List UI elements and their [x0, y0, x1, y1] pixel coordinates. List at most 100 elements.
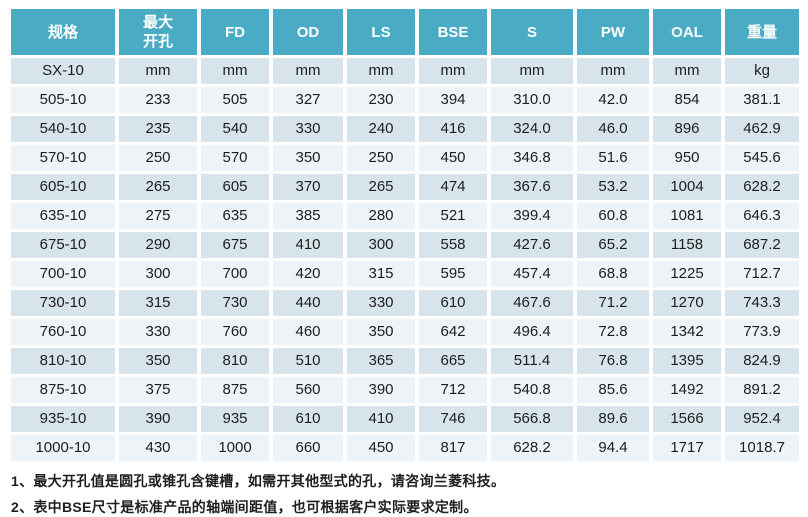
cell: 660 — [273, 435, 343, 461]
table-row: 675-10 290 675 410 300 558 427.6 65.2 1158 687.2 — [11, 232, 799, 258]
cell: mm — [491, 58, 573, 84]
cell: 235 — [119, 116, 197, 142]
cell: 1004 — [653, 174, 721, 200]
cell: 350 — [273, 145, 343, 171]
cell: 250 — [119, 145, 197, 171]
column-header: OAL — [653, 9, 721, 55]
cell: kg — [725, 58, 799, 84]
cell: 875 — [201, 377, 269, 403]
cell: 675-10 — [11, 232, 115, 258]
table-body: SX-10 mm mm mm mm mm mm mm mm kg 505-10 233 505 327 23… — [11, 58, 799, 461]
cell: mm — [347, 58, 415, 84]
cell: 265 — [119, 174, 197, 200]
column-header: 最大 开孔 — [119, 9, 197, 55]
column-header: PW — [577, 9, 649, 55]
cell: 51.6 — [577, 145, 649, 171]
cell: 1492 — [653, 377, 721, 403]
cell: 540 — [201, 116, 269, 142]
cell: 390 — [347, 377, 415, 403]
cell: 628.2 — [491, 435, 573, 461]
cell: 327 — [273, 87, 343, 113]
cell: 324.0 — [491, 116, 573, 142]
table-row: 505-10 233 505 327 230 394 310.0 42.0 854 381.1 — [11, 87, 799, 113]
unit-row: SX-10 mm mm mm mm mm mm mm mm kg — [11, 58, 799, 84]
cell: 730 — [201, 290, 269, 316]
cell: 410 — [273, 232, 343, 258]
cell: 280 — [347, 203, 415, 229]
cell: 1225 — [653, 261, 721, 287]
cell: 505 — [201, 87, 269, 113]
cell: mm — [419, 58, 487, 84]
cell: 635 — [201, 203, 269, 229]
cell: 628.2 — [725, 174, 799, 200]
cell: 605-10 — [11, 174, 115, 200]
cell: 1717 — [653, 435, 721, 461]
column-header: 规格 — [11, 9, 115, 55]
cell: 1000-10 — [11, 435, 115, 461]
cell: 394 — [419, 87, 487, 113]
cell: 310.0 — [491, 87, 573, 113]
table-row: 605-10 265 605 370 265 474 367.6 53.2 1004 628.2 — [11, 174, 799, 200]
cell: 467.6 — [491, 290, 573, 316]
cell: 420 — [273, 261, 343, 287]
cell: mm — [653, 58, 721, 84]
cell: 390 — [119, 406, 197, 432]
cell: 687.2 — [725, 232, 799, 258]
cell: 595 — [419, 261, 487, 287]
cell: 1395 — [653, 348, 721, 374]
cell: 85.6 — [577, 377, 649, 403]
cell: 712.7 — [725, 261, 799, 287]
cell: 381.1 — [725, 87, 799, 113]
cell: 950 — [653, 145, 721, 171]
cell: mm — [577, 58, 649, 84]
header-row: 规格 最大 开孔 FD OD LS BSE S PW OAL 重量 — [11, 9, 799, 55]
cell: 700 — [201, 261, 269, 287]
cell: 450 — [347, 435, 415, 461]
cell: 746 — [419, 406, 487, 432]
table-row: 700-10 300 700 420 315 595 457.4 68.8 1225 712.7 — [11, 261, 799, 287]
cell: 566.8 — [491, 406, 573, 432]
cell: 430 — [119, 435, 197, 461]
cell: mm — [273, 58, 343, 84]
cell: 68.8 — [577, 261, 649, 287]
cell: 545.6 — [725, 145, 799, 171]
cell: 367.6 — [491, 174, 573, 200]
cell: 265 — [347, 174, 415, 200]
cell: 89.6 — [577, 406, 649, 432]
cell: 810 — [201, 348, 269, 374]
cell: 1000 — [201, 435, 269, 461]
cell: 496.4 — [491, 319, 573, 345]
table-row: 810-10 350 810 510 365 665 511.4 76.8 1395 824.9 — [11, 348, 799, 374]
cell: 935-10 — [11, 406, 115, 432]
cell: 53.2 — [577, 174, 649, 200]
cell: 824.9 — [725, 348, 799, 374]
table-row: 570-10 250 570 350 250 450 346.8 51.6 950 545.6 — [11, 145, 799, 171]
cell: 60.8 — [577, 203, 649, 229]
cell: 375 — [119, 377, 197, 403]
cell: 610 — [273, 406, 343, 432]
cell: 642 — [419, 319, 487, 345]
cell: 675 — [201, 232, 269, 258]
table-row: 730-10 315 730 440 330 610 467.6 71.2 1270 743.3 — [11, 290, 799, 316]
cell: 521 — [419, 203, 487, 229]
cell: 385 — [273, 203, 343, 229]
table-row: 760-10 330 760 460 350 642 496.4 72.8 1342 773.9 — [11, 319, 799, 345]
cell: 610 — [419, 290, 487, 316]
cell: 416 — [419, 116, 487, 142]
note-2: 2、表中BSE尺寸是标准产品的轴端间距值，也可根据客户实际要求定制。 — [11, 499, 478, 515]
cell: 646.3 — [725, 203, 799, 229]
cell: 462.9 — [725, 116, 799, 142]
cell: 275 — [119, 203, 197, 229]
cell: 540-10 — [11, 116, 115, 142]
cell: 1342 — [653, 319, 721, 345]
cell: 315 — [119, 290, 197, 316]
cell: 46.0 — [577, 116, 649, 142]
cell: 315 — [347, 261, 415, 287]
cell: 952.4 — [725, 406, 799, 432]
cell: 450 — [419, 145, 487, 171]
cell: 635-10 — [11, 203, 115, 229]
cell: 511.4 — [491, 348, 573, 374]
cell: 94.4 — [577, 435, 649, 461]
cell: 896 — [653, 116, 721, 142]
